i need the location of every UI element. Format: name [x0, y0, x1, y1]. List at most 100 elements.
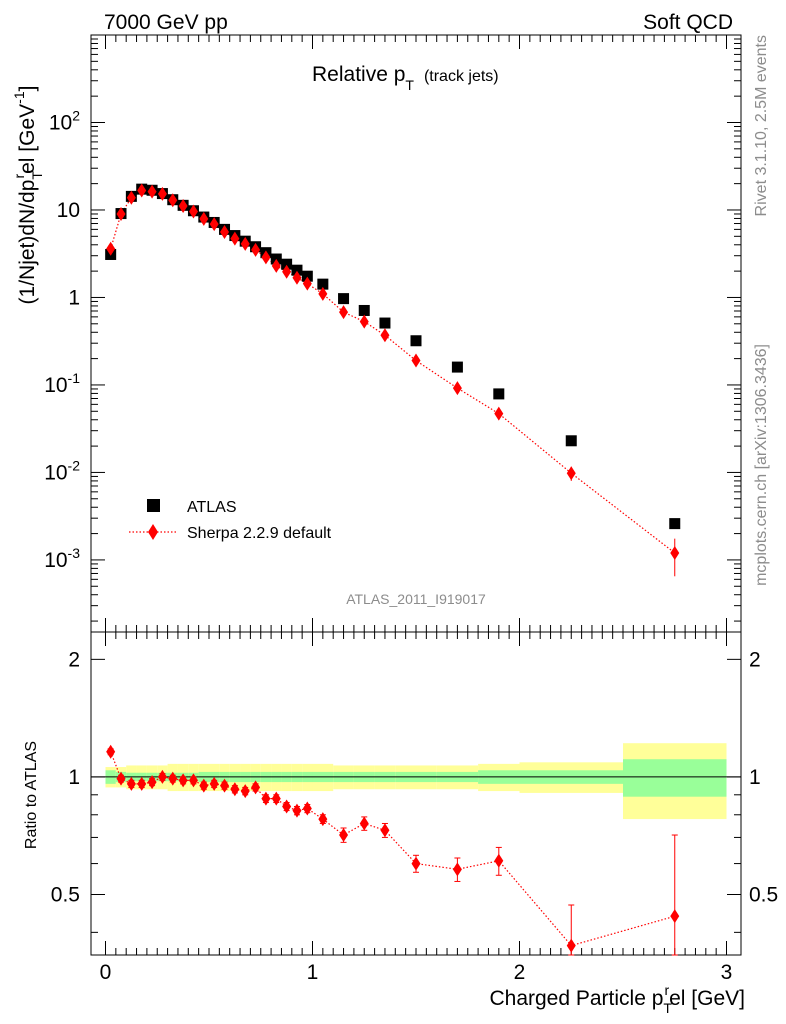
- sherpa-data-point: [188, 204, 198, 219]
- ratio-data-point: [199, 778, 209, 793]
- y-tick-label: 10-3: [44, 545, 80, 572]
- x-tick-label: 1: [307, 961, 319, 984]
- ratio-data-point: [566, 938, 576, 953]
- y-axis-label: (1/Njet)dN/dpTrel [GeV-1]: [11, 86, 45, 305]
- main-plot-panel: 10-3 10-2 10-1 1 10 102 Relative pT (track jet…: [11, 34, 742, 633]
- sherpa-data-point: [411, 353, 421, 368]
- ratio-data-point: [178, 773, 188, 788]
- ratio-plot-points: [106, 744, 680, 956]
- legend-sherpa-marker: [148, 524, 158, 540]
- atlas-data-point: [565, 435, 577, 447]
- legend-atlas-marker: [147, 499, 160, 512]
- legend-atlas-label: ATLAS: [187, 499, 237, 516]
- ratio-data-point: [106, 744, 116, 759]
- sherpa-data-point: [380, 328, 390, 343]
- ratio-plot-panel: 0.5 0.5 1 1 2 2 0 1 2 3 Ratio to ATLAS Charged P…: [23, 631, 778, 1016]
- y-tick-label: 10-1: [44, 370, 80, 397]
- ratio-data-point: [282, 799, 292, 814]
- ratio-y-tick-label: 0.5: [749, 884, 778, 907]
- y-tick-label: 1: [68, 286, 80, 309]
- header-left-label: 7000 GeV pp: [104, 11, 228, 34]
- main-plot-points: [105, 183, 681, 577]
- ratio-data-point: [452, 862, 462, 877]
- ratio-inner-band: [623, 759, 727, 797]
- header-right-label: Soft QCD: [643, 11, 733, 34]
- sherpa-data-point: [137, 183, 147, 198]
- sherpa-data-point: [199, 211, 209, 226]
- x-tick-label: 2: [514, 961, 526, 984]
- ratio-data-point: [261, 791, 271, 806]
- ratio-data-point: [318, 812, 328, 827]
- ratio-data-point: [380, 823, 390, 838]
- ratio-y-axis-label: Ratio to ATLAS: [23, 741, 40, 849]
- main-plot-frame: [90, 34, 742, 633]
- main-plot-y-tick-labels: 10-3 10-2 10-1 1 10 102: [44, 107, 80, 571]
- sherpa-data-point: [126, 190, 136, 205]
- atlas-data-point: [358, 304, 370, 316]
- ratio-plot-ticks: [91, 632, 741, 955]
- ratio-data-point: [494, 853, 504, 868]
- sherpa-data-point: [339, 305, 349, 320]
- side-label-top: Rivet 3.1.10, 2.5M events: [753, 35, 770, 216]
- atlas-data-point: [493, 388, 505, 400]
- legend: ATLAS Sherpa 2.2.9 default: [129, 499, 332, 542]
- ratio-y-tick-labels: 0.5 0.5 1 1 2 2: [51, 648, 778, 906]
- atlas-data-point: [301, 270, 313, 282]
- sherpa-data-point: [147, 184, 157, 199]
- sherpa-data-point: [116, 206, 126, 221]
- sherpa-data-point: [292, 270, 302, 285]
- ratio-y-tick-label: 2: [68, 648, 80, 671]
- sherpa-data-point: [359, 314, 369, 329]
- ratio-data-point: [168, 771, 178, 786]
- ratio-data-point: [209, 776, 219, 791]
- ratio-y-tick-label: 1: [749, 766, 761, 789]
- sherpa-data-point: [251, 242, 261, 257]
- side-label-bottom: mcplots.cern.ch [arXiv:1306.3436]: [753, 344, 770, 586]
- x-tick-labels: 0 1 2 3: [100, 961, 733, 984]
- x-tick-label: 0: [100, 961, 112, 984]
- sherpa-data-point: [240, 236, 250, 251]
- x-axis-label: Charged Particle pTrel [GeV]: [489, 982, 745, 1016]
- atlas-data-point: [451, 361, 463, 373]
- sherpa-data-point: [220, 225, 230, 240]
- sherpa-data-point: [566, 466, 576, 481]
- sherpa-data-point: [106, 241, 116, 256]
- ratio-data-point: [292, 803, 302, 818]
- atlas-data-point: [669, 518, 681, 530]
- atlas-data-point: [281, 258, 293, 270]
- ratio-data-point: [147, 775, 157, 790]
- ratio-uncertainty-bands: [105, 743, 727, 820]
- ratio-data-point: [339, 828, 349, 843]
- atlas-data-point: [379, 317, 391, 329]
- sherpa-data-point: [168, 193, 178, 208]
- ratio-data-point: [230, 782, 240, 797]
- y-tick-label: 102: [49, 107, 80, 134]
- sherpa-data-point: [318, 286, 328, 301]
- ratio-data-point: [251, 780, 261, 795]
- plot-title: Relative pT (track jets): [312, 63, 499, 93]
- sherpa-data-point: [178, 199, 188, 214]
- atlas-data-point: [338, 293, 350, 305]
- ratio-y-tick-label: 0.5: [51, 884, 80, 907]
- sherpa-data-point: [261, 250, 271, 265]
- ratio-data-point: [240, 784, 250, 799]
- y-tick-label: 10-2: [44, 457, 80, 484]
- ratio-data-point: [126, 776, 136, 791]
- sherpa-data-point: [494, 406, 504, 421]
- ratio-data-point: [271, 791, 281, 806]
- main-plot-ticks: [91, 34, 741, 632]
- atlas-data-point: [410, 335, 422, 347]
- x-tick-label: 3: [721, 961, 733, 984]
- sherpa-data-point: [302, 276, 312, 291]
- ratio-data-point: [670, 909, 680, 924]
- ratio-data-point: [116, 771, 126, 786]
- sherpa-data-point: [452, 381, 462, 396]
- sherpa-data-point: [157, 186, 167, 201]
- ratio-data-point: [411, 856, 421, 871]
- ratio-data-point: [137, 776, 147, 791]
- atlas-data-point: [317, 278, 329, 290]
- ratio-data-point: [157, 769, 167, 784]
- ratio-data-point: [220, 778, 230, 793]
- sherpa-data-point: [271, 258, 281, 273]
